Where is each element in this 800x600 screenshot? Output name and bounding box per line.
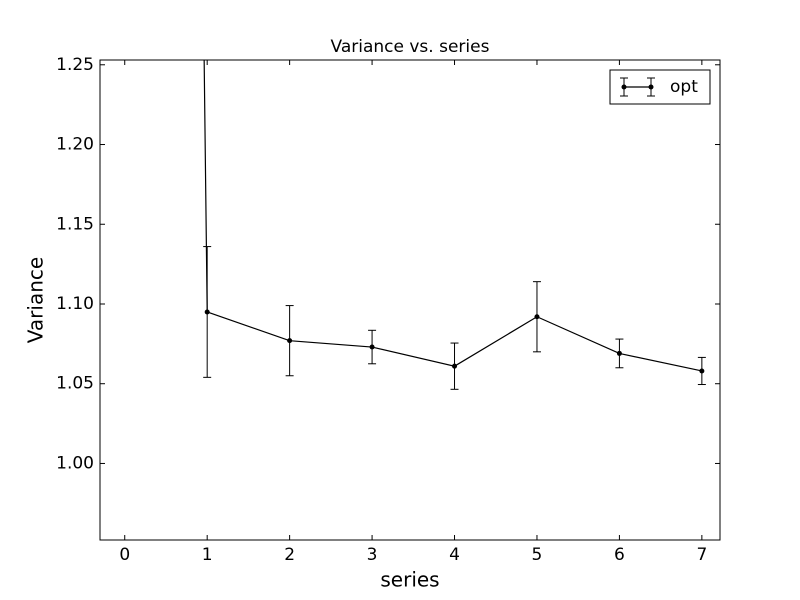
plot-area [203,60,706,390]
y-tick-label: 1.05 [56,374,94,394]
x-tick-label: 6 [614,545,625,565]
x-tick-label: 0 [119,545,130,565]
data-point [699,368,705,374]
data-point [204,309,210,315]
data-point [369,344,375,350]
legend: opt [609,69,711,105]
x-tick-label: 7 [696,545,707,565]
axes-frame [99,59,721,541]
x-axis-label: series [380,568,439,592]
data-line [203,60,702,372]
y-tick-label: 1.10 [56,294,94,314]
y-axis-label: Variance [24,257,48,343]
x-tick-label: 5 [532,545,543,565]
x-tick-label: 4 [449,545,460,565]
y-tick-label: 1.15 [56,214,94,234]
legend-marker [648,84,654,90]
data-point [452,363,458,369]
data-point [287,338,293,344]
data-point [534,314,540,320]
x-tick-label: 3 [367,545,378,565]
legend-label: opt [670,77,698,97]
y-tick-label: 1.20 [56,135,94,155]
axes: 0 1 2 3 4 5 6 7 1.00 1.05 1.10 1.15 1.20 1.25 opt [56,55,721,565]
legend-marker [621,84,627,90]
x-tick-label: 2 [284,545,295,565]
y-tick-label: 1.25 [56,55,94,75]
x-tick-label: 1 [202,545,213,565]
data-point [616,350,622,356]
chart-title: Variance vs. series [331,37,490,57]
y-tick-label: 1.00 [56,453,94,473]
